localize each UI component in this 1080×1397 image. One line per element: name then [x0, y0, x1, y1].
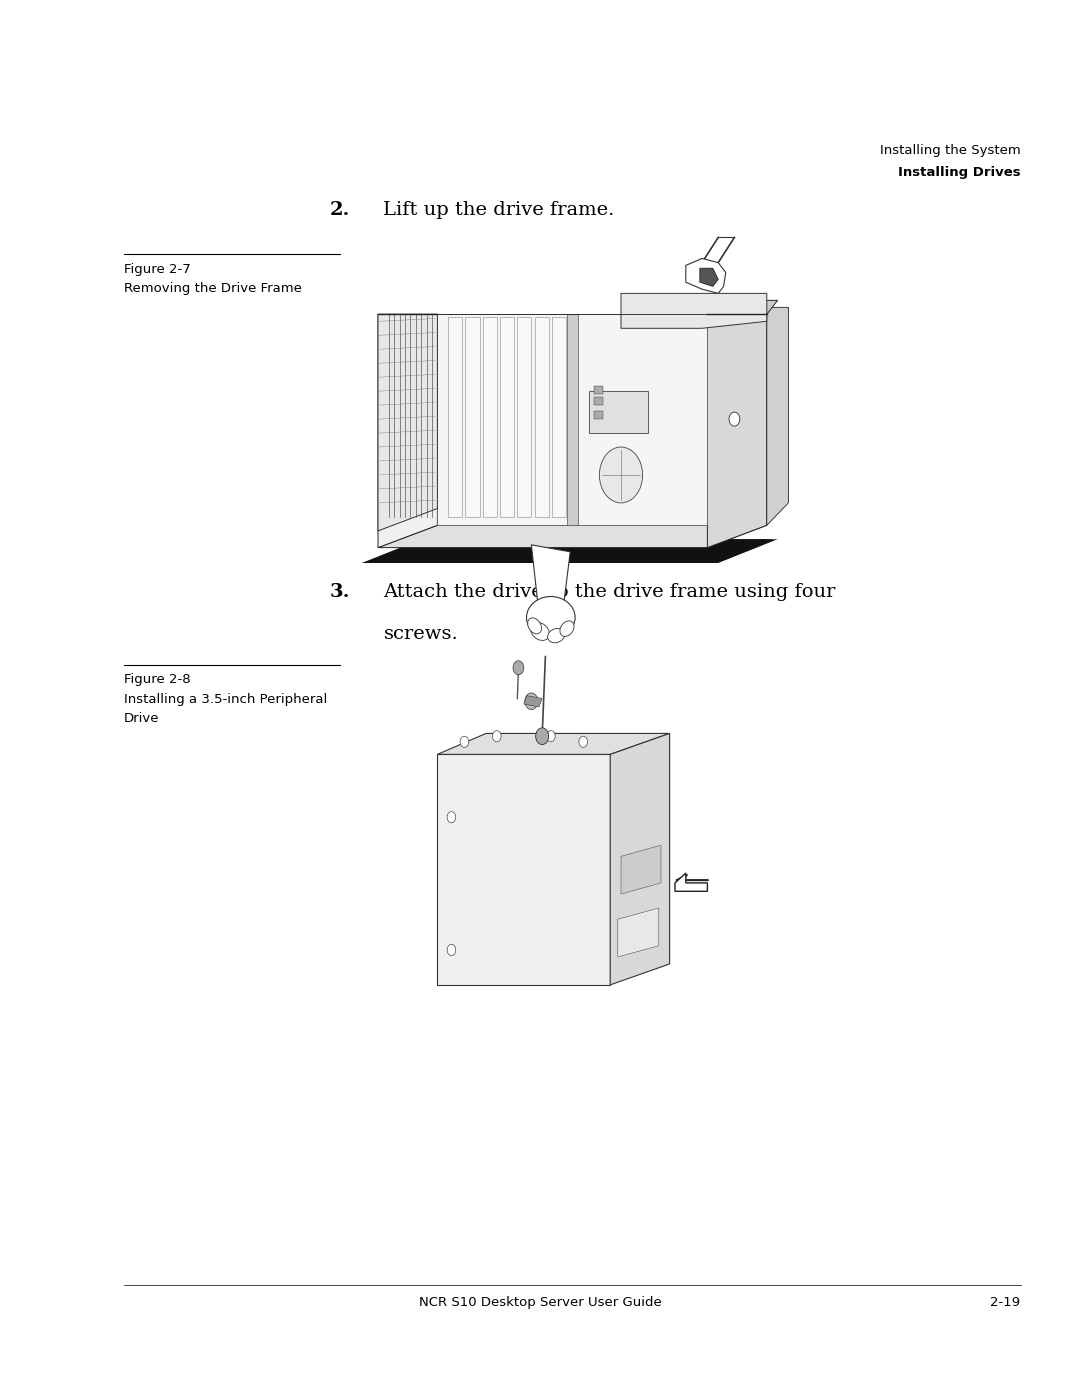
Text: Figure 2-7: Figure 2-7: [124, 263, 191, 275]
Ellipse shape: [559, 620, 575, 637]
Polygon shape: [707, 307, 788, 525]
Text: 2-19: 2-19: [990, 1296, 1021, 1309]
Polygon shape: [589, 391, 648, 433]
Polygon shape: [378, 525, 767, 548]
Polygon shape: [594, 411, 603, 419]
Text: 2.: 2.: [329, 201, 350, 219]
Polygon shape: [362, 539, 772, 563]
Polygon shape: [448, 317, 462, 517]
Polygon shape: [437, 733, 670, 754]
Polygon shape: [365, 539, 778, 563]
Circle shape: [460, 736, 469, 747]
Polygon shape: [437, 754, 610, 985]
Polygon shape: [702, 300, 778, 314]
Text: Installing a 3.5-inch Peripheral: Installing a 3.5-inch Peripheral: [124, 693, 327, 705]
Polygon shape: [618, 908, 659, 957]
Text: Attach the drive to the drive frame using four: Attach the drive to the drive frame usin…: [383, 583, 836, 601]
Polygon shape: [594, 397, 603, 405]
Text: Installing the System: Installing the System: [880, 144, 1021, 158]
Text: Lift up the drive frame.: Lift up the drive frame.: [383, 201, 615, 219]
Polygon shape: [437, 314, 707, 525]
Text: NCR S10 Desktop Server User Guide: NCR S10 Desktop Server User Guide: [419, 1296, 661, 1309]
Circle shape: [536, 728, 549, 745]
Ellipse shape: [530, 623, 550, 640]
Circle shape: [447, 944, 456, 956]
Polygon shape: [535, 317, 549, 517]
Polygon shape: [621, 293, 767, 328]
Ellipse shape: [528, 617, 541, 634]
Text: Figure 2-8: Figure 2-8: [124, 673, 191, 686]
Polygon shape: [531, 545, 570, 604]
Circle shape: [579, 736, 588, 747]
Polygon shape: [707, 314, 767, 548]
Polygon shape: [378, 314, 437, 548]
Text: 3.: 3.: [329, 583, 350, 601]
Polygon shape: [686, 258, 726, 293]
Polygon shape: [610, 733, 670, 985]
Text: screws.: screws.: [383, 624, 458, 643]
Polygon shape: [378, 314, 437, 531]
Circle shape: [546, 731, 555, 742]
Polygon shape: [500, 317, 514, 517]
Text: Drive: Drive: [124, 712, 160, 725]
Polygon shape: [517, 317, 531, 517]
Polygon shape: [594, 386, 603, 394]
Circle shape: [729, 412, 740, 426]
Circle shape: [525, 693, 538, 710]
Circle shape: [599, 447, 643, 503]
Polygon shape: [524, 696, 542, 707]
Polygon shape: [552, 317, 566, 517]
Ellipse shape: [527, 597, 575, 638]
Circle shape: [513, 661, 524, 675]
Circle shape: [492, 731, 501, 742]
Polygon shape: [621, 845, 661, 894]
Text: Installing Drives: Installing Drives: [897, 166, 1021, 179]
Ellipse shape: [548, 629, 565, 643]
Polygon shape: [465, 317, 480, 517]
Circle shape: [447, 812, 456, 823]
Text: Removing the Drive Frame: Removing the Drive Frame: [124, 282, 302, 295]
Polygon shape: [675, 873, 707, 891]
Polygon shape: [483, 317, 497, 517]
Polygon shape: [567, 314, 578, 525]
Polygon shape: [700, 268, 718, 286]
